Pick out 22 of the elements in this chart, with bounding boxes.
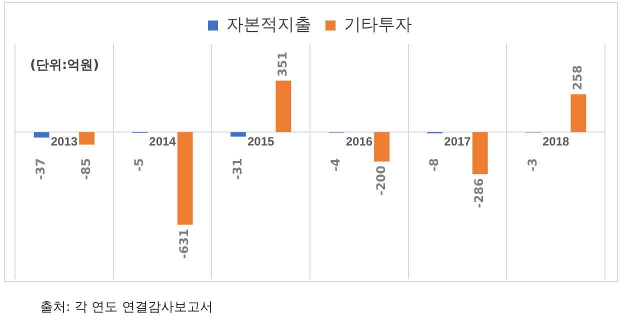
data-label: -8	[427, 158, 442, 172]
source-note: 출처: 각 연도 연결감사보고서	[40, 299, 213, 316]
data-label: -200	[374, 166, 388, 196]
text: (단위:억원)	[30, 57, 100, 74]
x-tick-label: 2016	[346, 134, 373, 149]
data-label: -631	[177, 228, 192, 259]
legend-label: 기타투자	[344, 14, 412, 35]
legend-label: 자본적지출	[226, 14, 312, 35]
x-tick-label: 2018	[542, 134, 570, 149]
x-tick-label: 2015	[247, 134, 275, 149]
x-tick-label: 2017	[444, 134, 472, 149]
x-tick-label: 2014	[149, 134, 176, 149]
data-label: 351	[276, 52, 290, 77]
x-tick-label: 2013	[50, 134, 78, 149]
data-label: -5	[132, 158, 146, 172]
data-label: -31	[230, 158, 244, 180]
data-label: 258	[570, 65, 585, 90]
data-label: -286	[472, 178, 486, 208]
data-label: -4	[328, 158, 343, 172]
data-label: -37	[34, 158, 48, 180]
data-label: -3	[525, 158, 540, 172]
data-label: -85	[78, 158, 93, 180]
